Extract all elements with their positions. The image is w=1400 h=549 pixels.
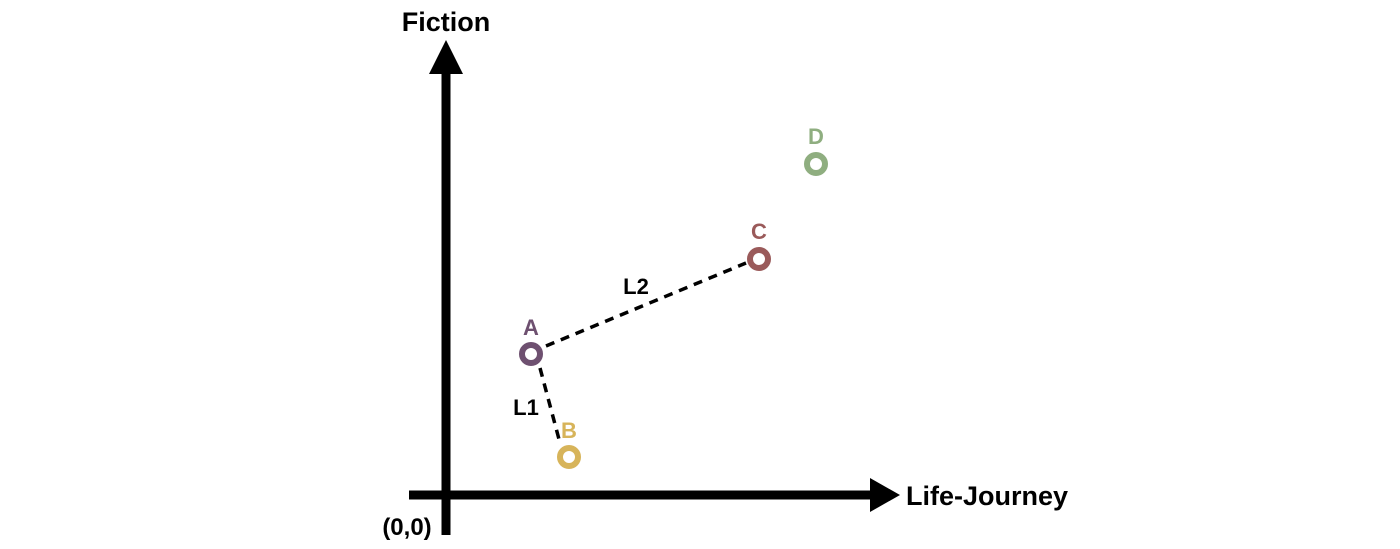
y-axis-label: Fiction <box>402 7 491 37</box>
point-d-marker <box>804 152 828 176</box>
x-axis-label: Life-Journey <box>906 481 1068 511</box>
point-b-label: B <box>561 418 577 443</box>
origin-label: (0,0) <box>382 514 431 541</box>
point-d-label: D <box>808 124 824 149</box>
point-c-marker <box>747 247 771 271</box>
point-a-marker <box>519 342 543 366</box>
x-axis-arrowhead <box>870 478 900 512</box>
distance-line-l1 <box>538 367 562 444</box>
y-axis-arrowhead <box>429 40 463 74</box>
point-c-label: C <box>751 219 767 244</box>
distance-label-l2: L2 <box>623 274 649 299</box>
point-b-marker <box>557 445 581 469</box>
distance-label-l1: L1 <box>513 395 539 420</box>
point-a-label: A <box>523 315 539 340</box>
distance-line-l2 <box>545 261 747 348</box>
